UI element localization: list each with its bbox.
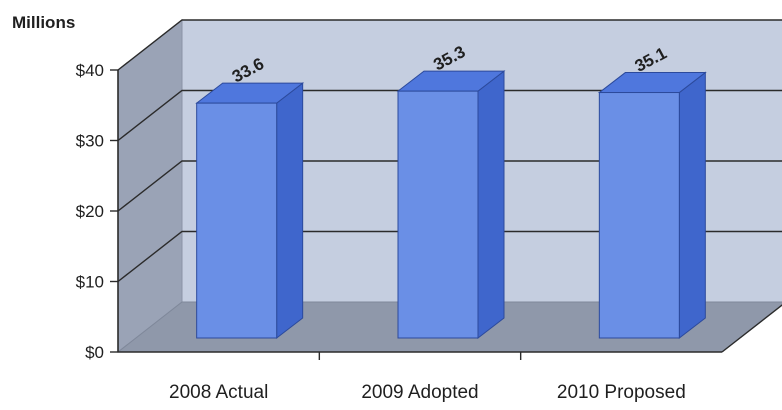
bar-front	[397, 90, 479, 339]
bar-side	[678, 71, 706, 340]
y-tick-label: $20	[76, 202, 104, 221]
bar	[597, 71, 707, 340]
y-tick-label: $40	[76, 61, 104, 80]
bar-side	[276, 82, 304, 340]
bar-front	[598, 92, 680, 339]
bar-side	[477, 70, 505, 340]
y-tick-label: $10	[76, 273, 104, 292]
gridline	[117, 230, 782, 283]
y-tick-label: $30	[76, 132, 104, 151]
gridlines	[117, 19, 782, 283]
x-category-label: 2010 Proposed	[557, 382, 686, 403]
bar-front	[196, 102, 278, 339]
y-tick-label: $0	[85, 343, 104, 362]
bar	[195, 82, 305, 340]
gridline	[117, 160, 782, 212]
x-axis-depth	[721, 304, 782, 353]
bars	[195, 70, 707, 340]
gridline	[117, 19, 782, 71]
axes: $0 $10 $20 $30 $40	[76, 61, 782, 362]
x-category-label: 2009 Adopted	[361, 382, 478, 403]
gridline	[117, 89, 782, 142]
y-unit-label: Millions	[12, 13, 75, 32]
bar	[396, 70, 506, 340]
x-category-label: 2008 Actual	[169, 382, 268, 403]
